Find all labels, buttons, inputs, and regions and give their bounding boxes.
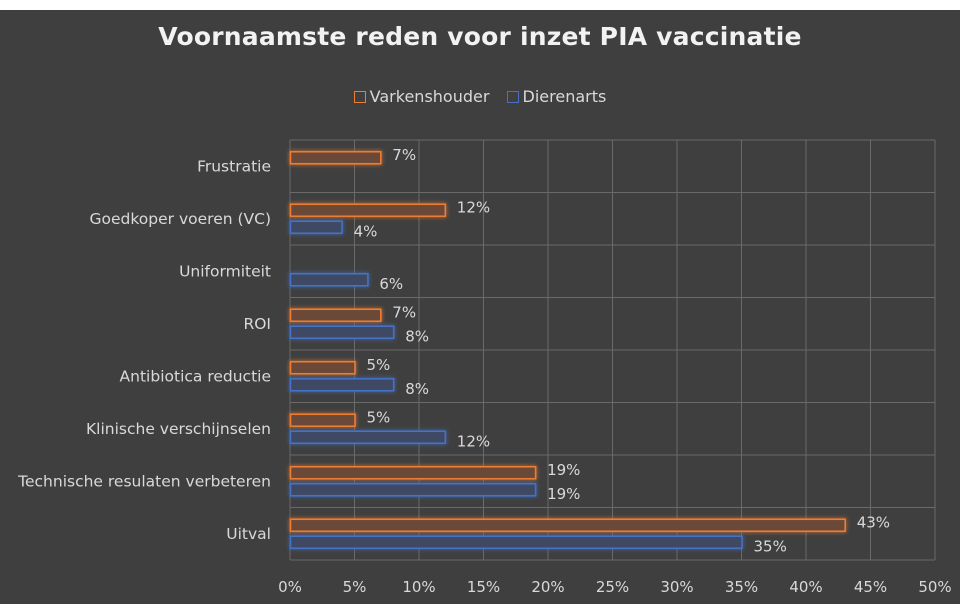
bar-varkenshouder [289, 150, 382, 165]
legend-entry-varkenshouder: Varkenshouder [353, 87, 490, 106]
bar-dierenarts [289, 220, 343, 235]
data-label-dierenarts: 12% [457, 432, 490, 450]
data-label-varkenshouder: 5% [367, 408, 391, 426]
bar-dierenarts [289, 430, 447, 445]
data-label-varkenshouder: 12% [457, 198, 490, 216]
data-label-varkenshouder: 19% [547, 461, 580, 479]
category-label: Frustratie [197, 157, 271, 175]
data-label-varkenshouder: 7% [392, 146, 416, 164]
bar-varkenshouder [289, 203, 447, 218]
category-label: Antibiotica reductie [120, 367, 271, 385]
data-label-dierenarts: 19% [547, 485, 580, 503]
legend-swatch-dierenarts [506, 91, 519, 103]
bar-varkenshouder [289, 465, 537, 480]
bar-dierenarts [289, 377, 395, 392]
data-label-dierenarts: 35% [754, 537, 787, 555]
x-tick-label: 45% [854, 578, 887, 596]
x-tick-label: 50% [918, 578, 951, 596]
x-tick-label: 20% [531, 578, 564, 596]
legend-label-varkenshouder: Varkenshouder [369, 87, 490, 106]
bar-varkenshouder [289, 413, 356, 428]
bar-varkenshouder [289, 518, 847, 533]
legend-label-dierenarts: Dierenarts [522, 87, 607, 106]
data-label-dierenarts: 8% [405, 327, 429, 345]
x-tick-label: 0% [278, 578, 302, 596]
x-tick-label: 30% [660, 578, 693, 596]
bar-dierenarts [289, 325, 395, 340]
bar-dierenarts [289, 535, 743, 550]
legend-swatch-varkenshouder [353, 91, 366, 103]
bar-dierenarts [289, 272, 369, 287]
data-label-dierenarts: 4% [354, 222, 378, 240]
data-label-varkenshouder: 43% [857, 513, 890, 531]
category-label: Goedkoper voeren (VC) [90, 210, 271, 228]
bar-varkenshouder [289, 308, 382, 323]
x-tick-label: 15% [467, 578, 500, 596]
labels: 0% 5% 10% 15% 20% 25% 30% 35% 40% 45% 50% Frustrati… [17, 146, 952, 596]
grid [289, 139, 936, 561]
data-label-dierenarts: 6% [379, 275, 403, 293]
x-tick-label: 5% [343, 578, 367, 596]
bar-dierenarts [289, 482, 537, 497]
x-tick-label: 10% [402, 578, 435, 596]
category-label: ROI [243, 315, 271, 333]
category-label: Klinische verschijnselen [86, 420, 271, 438]
legend: Varkenshouder Dierenarts [0, 87, 960, 106]
category-label: Uitval [226, 525, 271, 543]
bars [289, 150, 847, 550]
x-tick-label: 40% [789, 578, 822, 596]
data-label-varkenshouder: 7% [392, 303, 416, 321]
category-label: Technische resulaten verbeteren [17, 472, 271, 490]
chart-title: Voornaamste reden voor inzet PIA vaccina… [158, 22, 802, 51]
x-tick-label: 35% [725, 578, 758, 596]
chart-area [0, 10, 960, 604]
data-label-varkenshouder: 5% [367, 356, 391, 374]
bar-varkenshouder [289, 360, 356, 375]
x-tick-label: 25% [596, 578, 629, 596]
category-label: Uniformiteit [179, 262, 271, 280]
data-label-dierenarts: 8% [405, 380, 429, 398]
legend-entry-dierenarts: Dierenarts [506, 87, 607, 106]
